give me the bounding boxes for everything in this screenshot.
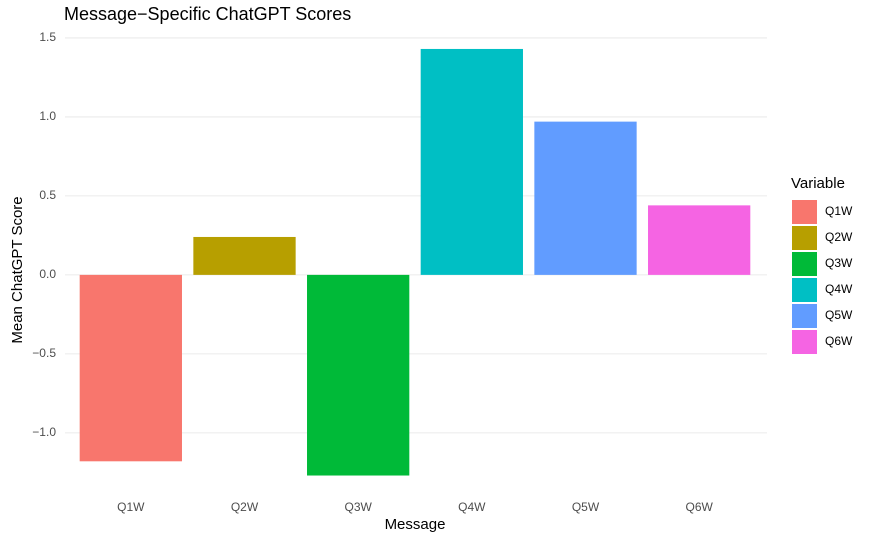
y-tick-label: −1.0 (32, 425, 56, 439)
y-tick-label: −0.5 (32, 346, 56, 360)
y-tick-label: 0.0 (39, 267, 56, 281)
chart-title: Message−Specific ChatGPT Scores (64, 4, 351, 24)
legend-label: Q6W (825, 334, 853, 348)
legend-label: Q2W (825, 230, 853, 244)
legend-title: Variable (791, 175, 845, 192)
legend-key (792, 330, 817, 354)
legend-key (792, 278, 817, 302)
bar (420, 48, 523, 275)
legend-label: Q1W (825, 204, 853, 218)
y-axis-title: Mean ChatGPT Score (9, 196, 26, 343)
bar (307, 274, 410, 476)
bar (648, 205, 751, 275)
x-tick-label: Q2W (231, 500, 259, 514)
bar (79, 274, 182, 462)
legend-label: Q3W (825, 256, 853, 270)
legend-key (792, 252, 817, 276)
legend-key (792, 304, 817, 328)
y-tick-label: 1.0 (39, 109, 56, 123)
x-tick-label: Q5W (572, 500, 600, 514)
bar (193, 236, 296, 275)
bar (534, 121, 637, 275)
x-tick-label: Q4W (458, 500, 486, 514)
legend-key (792, 200, 817, 224)
x-tick-label: Q6W (685, 500, 713, 514)
x-tick-label: Q1W (117, 500, 145, 514)
legend-label: Q4W (825, 282, 853, 296)
x-axis-title: Message (385, 516, 446, 533)
y-tick-label: 0.5 (39, 188, 56, 202)
y-tick-label: 1.5 (39, 30, 56, 44)
x-tick-label: Q3W (344, 500, 372, 514)
legend-key (792, 226, 817, 250)
legend-label: Q5W (825, 308, 853, 322)
